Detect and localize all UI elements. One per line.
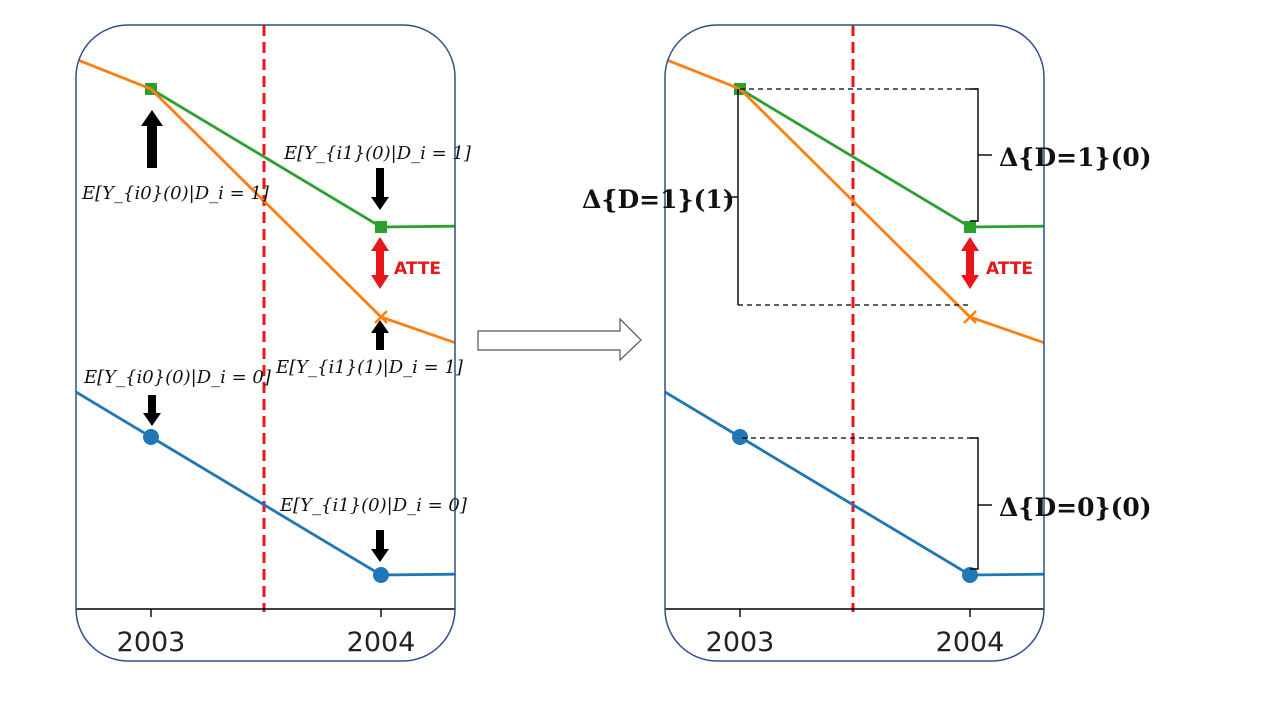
data-point-control-2004 [962,567,978,583]
series-group [665,52,1044,583]
bracket-delta-d1-0 [970,88,979,222]
data-point-treated-observed-2004 [964,221,976,233]
bracket-delta-d0-0 [970,437,979,570]
atte-double-arrow-icon [371,237,389,289]
up-arrow-icon [141,110,163,168]
data-point-treated-counterfactual-2004 [374,310,388,324]
data-point-control-2004 [373,567,389,583]
series-group [76,52,455,583]
right-panel: 2003 2004 ATTE Δ{D=1}(1) Δ{D=1}(0) Δ{D=0… [582,24,1152,662]
atte-label: ATTE [986,259,1033,279]
down-arrow-icon [371,530,389,562]
x-tick-label-2004: 2004 [936,627,1005,658]
data-point-treated-observed-2004 [375,221,387,233]
series-line-control [76,381,455,577]
x-tick-label-2003: 2003 [117,627,186,658]
label-delta-d1-0: Δ{D=1}(0) [999,143,1152,172]
left-panel: 2003 2004 E[Y_{i0}(0)|D_i = 1] E[Y_{i1}(… [75,24,472,662]
atte-double-arrow-icon [961,237,979,289]
right-panel-frame [664,24,1045,662]
data-point-treated-counterfactual-2004 [963,310,977,324]
x-tick-label-2003: 2003 [706,627,775,658]
series-line-treated-counterfactual [665,52,1044,350]
label-y-i1-1-d1: E[Y_{i1}(1)|D_i = 1] [275,357,464,378]
label-y-i0-0-d1: E[Y_{i0}(0)|D_i = 1] [81,183,270,204]
x-tick-label-2004: 2004 [347,627,416,658]
label-y-i0-0-d0: E[Y_{i0}(0)|D_i = 0] [83,367,272,388]
series-line-control [665,381,1044,577]
label-y-i1-0-d1: E[Y_{i1}(0)|D_i = 1] [283,143,472,164]
data-point-control-2003 [732,429,748,445]
label-delta-d0-0: Δ{D=0}(0) [999,493,1152,522]
right-arrow-icon [477,317,642,362]
label-y-i1-0-d0: E[Y_{i1}(0)|D_i = 0] [279,495,468,516]
up-arrow-icon [371,320,389,350]
atte-label: ATTE [394,259,441,279]
down-arrow-icon [143,395,161,426]
down-arrow-icon [371,168,389,210]
label-delta-d1-1: Δ{D=1}(1) [582,185,735,214]
data-point-control-2003 [143,429,159,445]
series-line-treated-counterfactual [76,52,455,350]
left-panel-frame [75,24,456,662]
